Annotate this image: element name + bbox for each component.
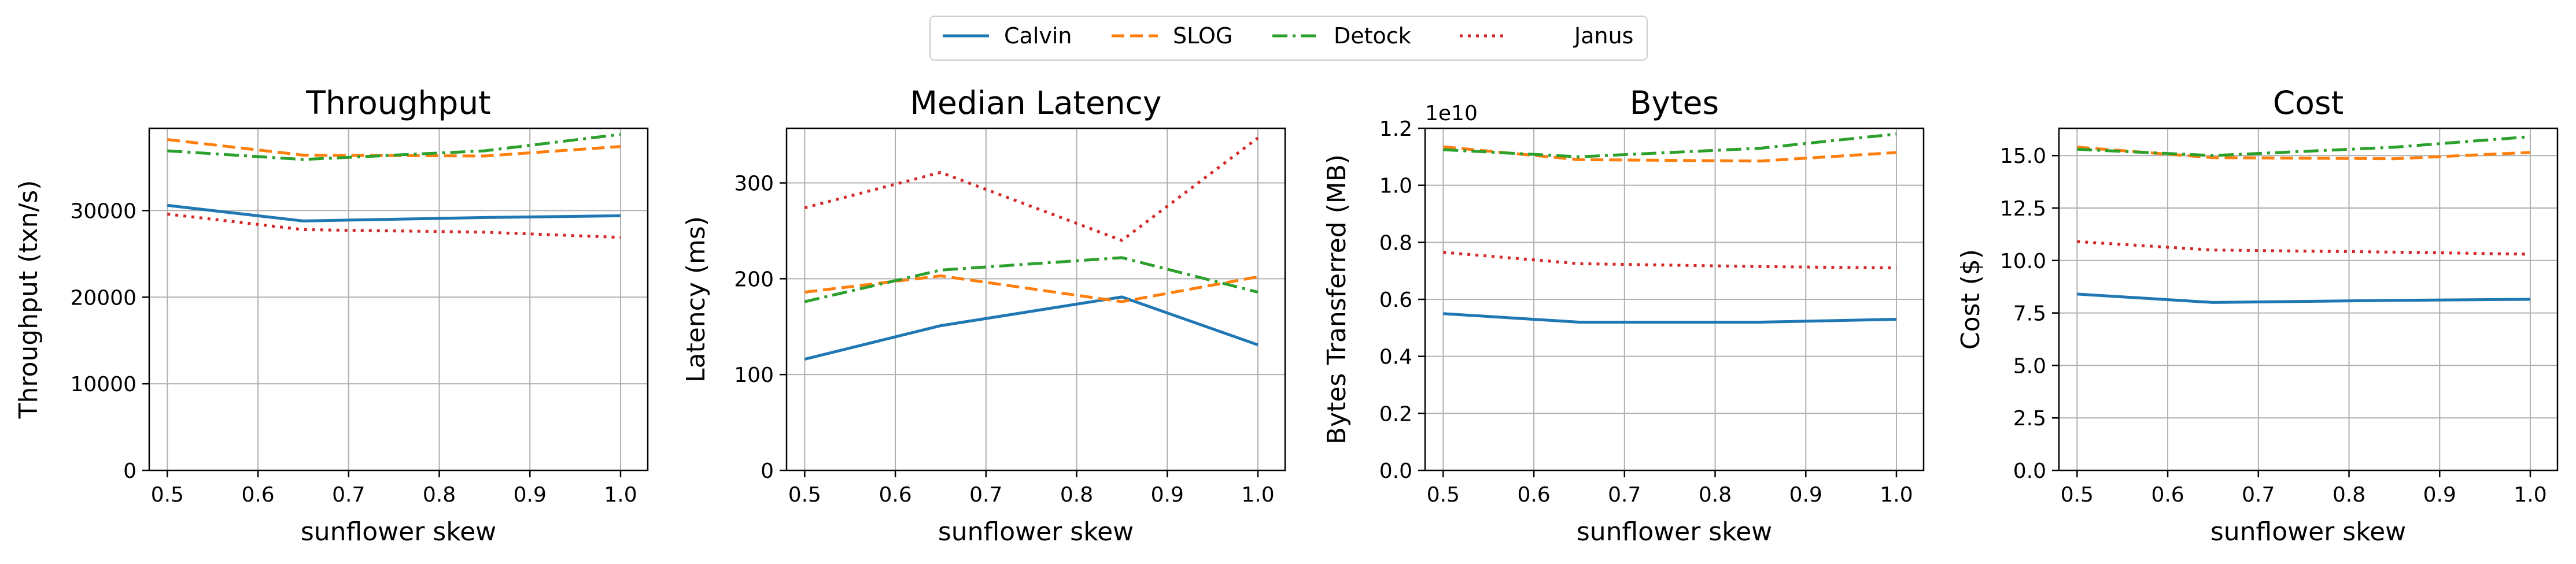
series-line-detock <box>2077 135 2531 157</box>
panel-bytes: Bytes sunflower skew Bytes Transferred (… <box>1322 84 1925 547</box>
y-tick-label: 2.5 <box>2013 407 2046 431</box>
x-tick-label: 0.6 <box>1517 483 1550 507</box>
legend-frame <box>929 16 1648 61</box>
series-line-calvin <box>2077 292 2531 304</box>
y-tick-label: 1.2 <box>1379 117 1412 141</box>
plot-frame <box>2058 127 2559 472</box>
legend-entry-janus: Janus <box>1460 23 1633 49</box>
y-tick-label: 0.2 <box>1379 402 1412 426</box>
panel-median-latency: Median Latency sunflower skew Latency (m… <box>681 84 1286 547</box>
legend: Calvin SLOG Detock Janus <box>929 16 1648 61</box>
series-line-slog <box>1443 145 1897 163</box>
legend-label-calvin: Calvin <box>1004 23 1072 49</box>
x-tick-label: 0.5 <box>2061 483 2094 507</box>
x-tick-label: 0.7 <box>332 483 365 507</box>
x-tick-label: 0.7 <box>2242 483 2275 507</box>
series-line-detock <box>804 256 1259 303</box>
y-tick-label: 0.0 <box>2013 459 2046 483</box>
y-tick-label: 0.8 <box>1379 231 1412 255</box>
y-tick-label: 5.0 <box>2013 354 2046 378</box>
legend-label-slog: SLOG <box>1173 23 1232 49</box>
x-tick-label: 0.9 <box>1789 483 1822 507</box>
y-tick-label: 0.4 <box>1379 346 1412 369</box>
y-tick-label: 0.6 <box>1379 288 1412 312</box>
series-line-janus <box>1443 251 1897 270</box>
x-tick-label: 0.9 <box>514 483 547 507</box>
legend-entry-slog: SLOG <box>1112 23 1232 49</box>
y-tick-label: 300 <box>734 172 774 196</box>
series-lines <box>2077 135 2531 304</box>
x-tick-label: 1.0 <box>604 483 637 507</box>
series-line-calvin <box>1443 312 1897 324</box>
x-tick-label: 1.0 <box>2514 483 2547 507</box>
panel-title: Cost <box>2273 84 2344 121</box>
y-tick-label: 10000 <box>70 373 136 396</box>
series-lines <box>804 136 1259 361</box>
x-axis-label: sunflower skew <box>2210 517 2406 547</box>
x-tick-label: 0.9 <box>1151 483 1184 507</box>
y-tick-label: 30000 <box>70 199 136 223</box>
panel-title: Throughput <box>305 84 490 121</box>
y-tick-label: 100 <box>734 363 774 387</box>
y-tick-label: 0.0 <box>1379 459 1412 483</box>
y-tick-label: 15.0 <box>2000 144 2046 168</box>
series-line-janus <box>2077 240 2531 256</box>
x-tick-label: 0.5 <box>1427 483 1460 507</box>
x-tick-label: 0.8 <box>1060 483 1093 507</box>
y-tick-label: 0 <box>123 459 136 483</box>
plot-frame <box>785 127 1286 472</box>
y-tick-label: 1.0 <box>1379 175 1412 198</box>
x-tick-label: 0.5 <box>151 483 184 507</box>
series-line-janus <box>804 136 1259 242</box>
x-axis-label: sunflower skew <box>1577 517 1772 547</box>
series-lines <box>1443 132 1897 324</box>
panel-title: Bytes <box>1630 84 1719 121</box>
panel-title: Median Latency <box>910 84 1162 121</box>
series-line-calvin <box>167 203 621 222</box>
y-axis-label: Latency (ms) <box>681 216 711 383</box>
x-axis-label: sunflower skew <box>301 517 496 547</box>
y-axis-label: Cost ($) <box>1956 249 1985 350</box>
x-tick-label: 1.0 <box>1880 483 1913 507</box>
y-tick-label: 10.0 <box>2000 250 2046 273</box>
x-tick-label: 0.8 <box>1699 483 1732 507</box>
x-axis-label: sunflower skew <box>938 517 1134 547</box>
panel-throughput: Throughput sunflower skew Throughput (tx… <box>14 84 649 547</box>
y-axis-label: Bytes Transferred (MB) <box>1322 154 1352 444</box>
legend-entry-calvin: Calvin <box>943 23 1072 49</box>
legend-label-detock: Detock <box>1334 23 1411 49</box>
x-tick-label: 0.7 <box>969 483 1002 507</box>
legend-entry-detock: Detock <box>1272 23 1411 49</box>
series-line-calvin <box>804 295 1259 361</box>
x-tick-label: 0.8 <box>423 483 456 507</box>
x-tick-label: 0.8 <box>2333 483 2365 507</box>
panel-cost: Cost sunflower skew Cost ($) 0.5 0.6 0.7 0.… <box>1956 84 2559 547</box>
y-offset-text: 1e10 <box>1425 102 1478 125</box>
legend-label-janus: Janus <box>1573 23 1633 49</box>
series-line-janus <box>167 212 621 239</box>
x-tick-label: 1.0 <box>1241 483 1274 507</box>
x-tick-label: 0.9 <box>2423 483 2456 507</box>
y-tick-label: 7.5 <box>2013 302 2046 326</box>
x-tick-label: 0.5 <box>788 483 821 507</box>
x-tick-label: 0.6 <box>2151 483 2184 507</box>
plot-frame <box>148 127 649 472</box>
series-lines <box>167 133 621 239</box>
y-tick-label: 200 <box>734 268 774 291</box>
series-line-detock <box>1443 132 1897 158</box>
y-tick-label: 20000 <box>70 286 136 310</box>
y-axis-label: Throughput (txn/s) <box>14 180 43 420</box>
x-tick-label: 0.6 <box>241 483 274 507</box>
y-tick-label: 12.5 <box>2000 197 2046 221</box>
x-tick-label: 0.6 <box>879 483 911 507</box>
x-tick-label: 0.7 <box>1608 483 1641 507</box>
series-line-slog <box>804 274 1259 303</box>
series-line-detock <box>167 133 621 161</box>
y-tick-label: 0 <box>761 459 774 483</box>
